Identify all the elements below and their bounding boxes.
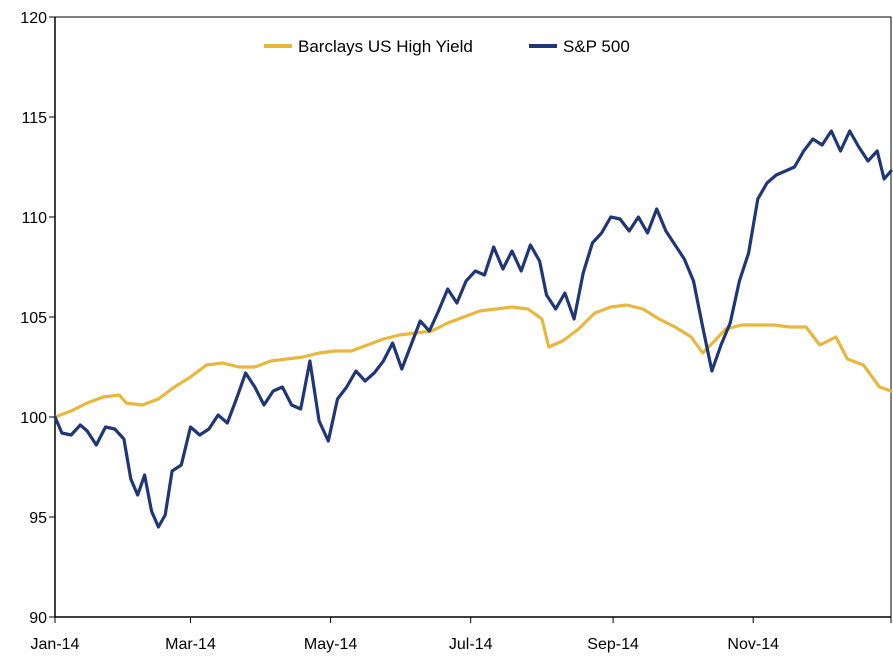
legend: Barclays US High Yield S&P 500 xyxy=(264,37,630,56)
plot-area: 90 95 100 105 110 115 120 Jan-14 Mar-14 May-14 Ju… xyxy=(20,10,893,653)
y-tick-label: 105 xyxy=(20,310,47,327)
y-tick-label: 120 xyxy=(20,10,47,27)
y-tick-label: 100 xyxy=(20,410,47,427)
x-axis-ticks: Jan-14 Mar-14 May-14 Jul-14 Sep-14 Nov-14 xyxy=(31,617,892,653)
x-tick-label: Jan-14 xyxy=(31,636,80,653)
x-tick-label: May-14 xyxy=(304,636,357,653)
y-tick-label: 110 xyxy=(21,210,47,227)
x-tick-label: Nov-14 xyxy=(727,636,779,653)
y-tick-label: 115 xyxy=(21,110,47,127)
series-line-barclays-hy xyxy=(53,303,893,419)
plot-frame xyxy=(54,16,892,618)
y-tick-label: 95 xyxy=(29,510,47,527)
y-axis-ticks: 90 95 100 105 110 115 120 xyxy=(20,10,55,627)
legend-item-hy: Barclays US High Yield xyxy=(264,37,473,56)
legend-label-hy: Barclays US High Yield xyxy=(298,37,473,56)
series-line-sp500 xyxy=(53,129,893,529)
x-tick-label: Sep-14 xyxy=(587,636,639,653)
y-tick-label: 90 xyxy=(29,610,47,627)
x-tick-label: Jul-14 xyxy=(449,636,493,653)
legend-label-spx: S&P 500 xyxy=(563,37,630,56)
x-tick-label: Mar-14 xyxy=(165,636,216,653)
series-group xyxy=(53,129,893,529)
legend-item-spx: S&P 500 xyxy=(529,37,630,56)
